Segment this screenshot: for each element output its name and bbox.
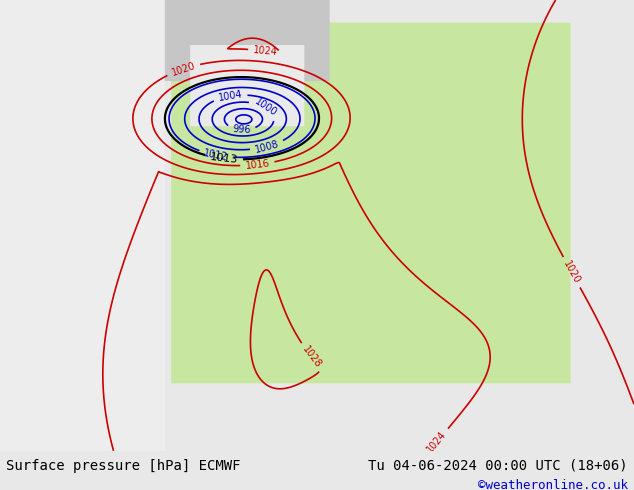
Text: 1004: 1004 — [217, 89, 243, 103]
Text: Surface pressure [hPa] ECMWF: Surface pressure [hPa] ECMWF — [6, 459, 241, 473]
Text: 1020: 1020 — [561, 259, 582, 286]
Text: 1016: 1016 — [245, 158, 270, 171]
Text: 1012: 1012 — [203, 148, 229, 163]
Text: 1024: 1024 — [252, 45, 278, 57]
Text: Tu 04-06-2024 00:00 UTC (18+06): Tu 04-06-2024 00:00 UTC (18+06) — [368, 459, 628, 473]
Text: ©weatheronline.co.uk: ©weatheronline.co.uk — [477, 479, 628, 490]
Text: 1024: 1024 — [425, 429, 449, 455]
Text: 1013: 1013 — [210, 152, 238, 165]
Text: 1000: 1000 — [252, 97, 278, 118]
Text: 1008: 1008 — [254, 139, 280, 154]
Text: 1020: 1020 — [170, 60, 197, 77]
Text: 996: 996 — [232, 124, 251, 135]
Text: 1028: 1028 — [301, 344, 323, 370]
